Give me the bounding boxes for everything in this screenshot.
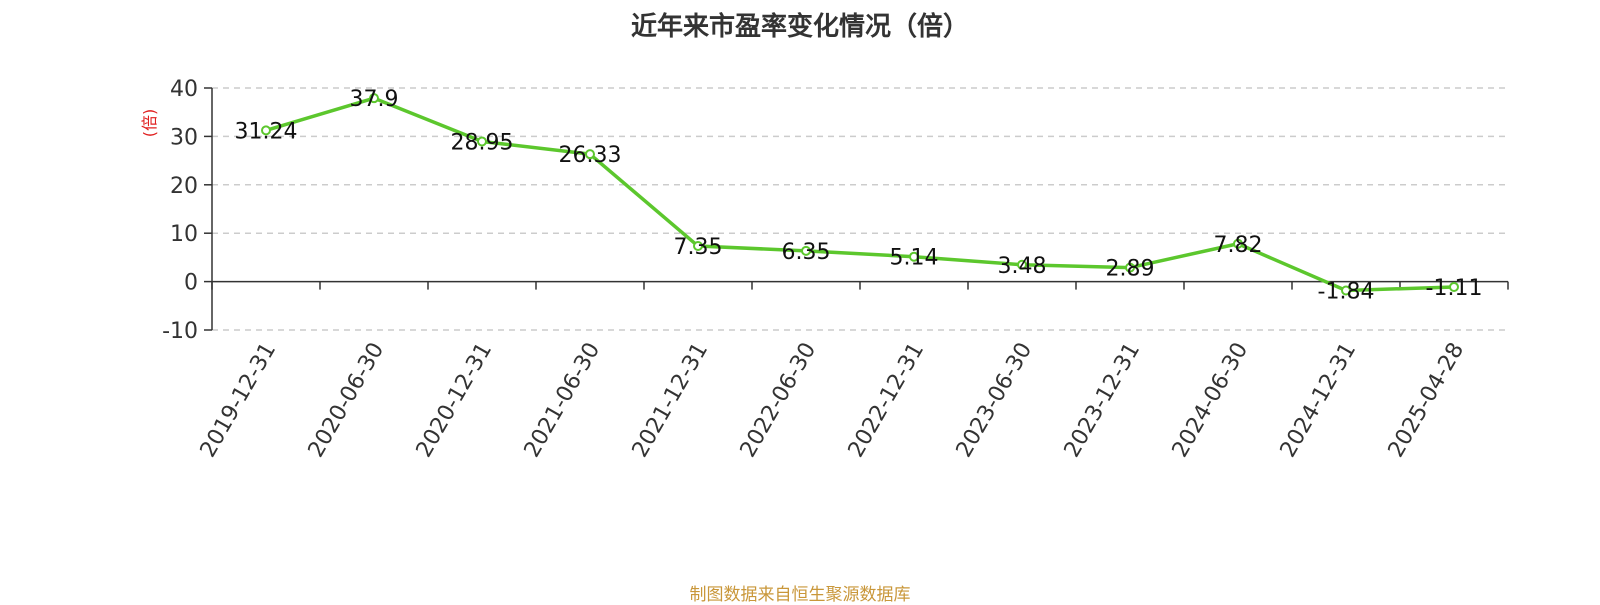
data-label: 2.89 — [1106, 257, 1155, 282]
x-tick-label: 2021-12-31 — [628, 339, 714, 462]
y-tick-label: 0 — [184, 271, 198, 296]
chart-title: 近年来市盈率变化情况（倍） — [630, 12, 969, 42]
source-note: 制图数据来自恒生聚源数据库 — [689, 585, 911, 605]
data-labels: 31.24 37.9 28.95 26.33 7.35 6.35 5.14 3.48 2.89 7… — [235, 87, 1483, 304]
y-tick-label: 40 — [170, 77, 198, 102]
grid-lines — [212, 87, 1508, 331]
data-label: 26.33 — [559, 143, 622, 168]
data-label: 28.95 — [451, 130, 514, 155]
x-tick-label: 2024-12-31 — [1276, 339, 1362, 462]
x-tick-label: 2019-12-31 — [196, 339, 282, 462]
x-tick-label: 2020-12-31 — [412, 339, 498, 462]
data-label: 7.82 — [1214, 233, 1263, 258]
data-label: 7.35 — [674, 235, 723, 260]
data-label: 31.24 — [235, 119, 298, 144]
data-label: 3.48 — [998, 254, 1047, 279]
y-axis-label: (倍) — [140, 109, 159, 138]
data-point — [477, 136, 487, 147]
x-tick-label: 2020-06-30 — [304, 339, 390, 462]
data-point — [693, 241, 703, 252]
axes: -10 0 10 20 30 40 2019-12-31 2020-06-30 2020-12-… — [162, 77, 1509, 462]
x-tick-label: 2024-06-30 — [1168, 339, 1254, 462]
data-label: -1.84 — [1318, 280, 1375, 305]
data-point — [261, 125, 271, 136]
y-tick-label: -10 — [162, 319, 198, 344]
series-line-layer — [261, 93, 1459, 296]
x-tick-label: 2022-12-31 — [844, 339, 930, 462]
x-tick-label: 2023-12-31 — [1060, 339, 1146, 462]
data-point — [1449, 281, 1459, 292]
data-label: -1.11 — [1426, 276, 1483, 301]
data-label: 5.14 — [890, 246, 939, 271]
data-point — [1017, 259, 1027, 270]
series-line — [265, 96, 1455, 293]
y-tick-label: 10 — [170, 222, 198, 247]
data-point — [369, 93, 379, 104]
x-tick-label: 2023-06-30 — [952, 339, 1038, 462]
data-point — [585, 149, 595, 160]
data-point — [801, 245, 811, 256]
y-tick-label: 30 — [170, 125, 198, 150]
data-label: 6.35 — [782, 240, 831, 265]
x-tick-label: 2022-06-30 — [736, 339, 822, 462]
data-point — [1341, 285, 1351, 296]
data-point — [1233, 238, 1243, 249]
y-tick-label: 20 — [170, 174, 198, 199]
data-point — [909, 251, 919, 262]
data-point — [1125, 262, 1135, 273]
x-tick-label: 2021-06-30 — [520, 339, 606, 462]
x-tick-label: 2025-04-28 — [1384, 339, 1470, 462]
data-label: 37.9 — [350, 87, 399, 112]
